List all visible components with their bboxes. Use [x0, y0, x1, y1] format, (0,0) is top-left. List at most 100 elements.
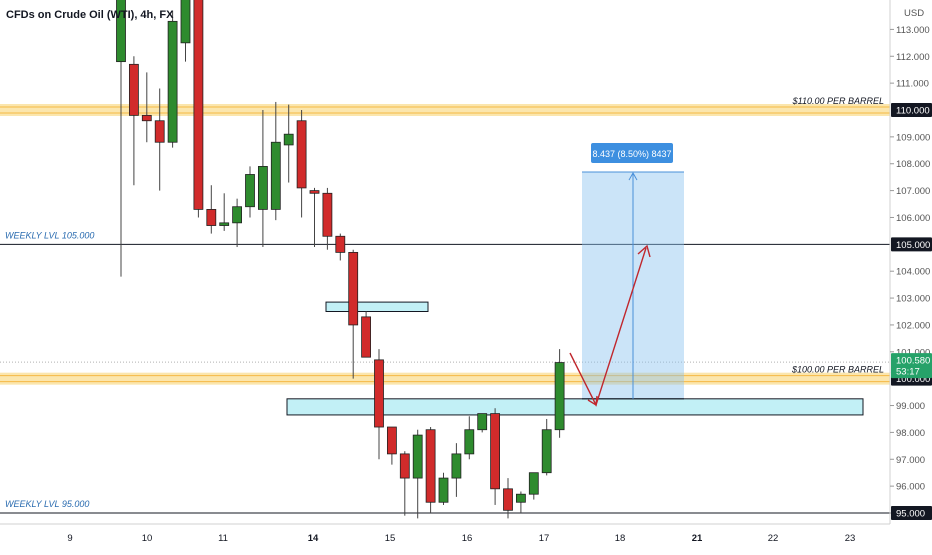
time-tick-label: 11 — [218, 533, 228, 544]
candle — [503, 478, 513, 519]
candle-body — [399, 453, 410, 479]
candle — [206, 185, 217, 234]
candle-body — [348, 251, 359, 326]
candle-body — [477, 413, 488, 431]
candle-body — [219, 222, 230, 226]
level-bands — [0, 104, 890, 514]
candle — [257, 110, 268, 248]
candle-body — [361, 316, 372, 358]
level-label: WEEKLY LVL 95.000 — [5, 499, 89, 509]
level-label: WEEKLY LVL 105.000 — [5, 230, 94, 240]
measure-label-box — [591, 143, 673, 164]
measure-label: 8.437 (8.50%) 8437 — [592, 149, 671, 159]
candle — [245, 166, 255, 218]
measure-tool[interactable]: 8.437 (8.50%) 8437 — [582, 143, 684, 400]
chart-title: CFDs on Crude Oil (WTI), 4h, FX — [6, 9, 174, 21]
candle — [490, 408, 501, 505]
candle — [116, 0, 126, 277]
level-price-tag — [891, 506, 932, 520]
level-band — [0, 372, 890, 385]
candle-body — [245, 174, 255, 208]
candle — [516, 491, 526, 513]
supply-demand-zone — [286, 398, 864, 416]
candle-body — [322, 192, 333, 237]
candle-body — [528, 472, 539, 495]
candle — [141, 72, 152, 143]
candle-body — [283, 133, 294, 146]
candle — [386, 426, 397, 465]
candle — [154, 88, 165, 191]
price-tick-label: 112.000 — [896, 52, 930, 63]
candle — [128, 56, 139, 186]
candle-body — [374, 359, 384, 428]
candle-body — [128, 63, 139, 116]
candle — [296, 110, 307, 218]
measure-arrow-head — [628, 172, 638, 181]
last-price-badge — [891, 353, 932, 379]
price-axis[interactable]: 95.000 96.000 97.000 98.000 99.000 101.000 102… — [889, 0, 932, 550]
level-price-tag-label: 95.000 — [896, 509, 925, 520]
candle — [477, 413, 488, 433]
level-price-tag — [891, 103, 932, 117]
candle-body — [141, 114, 152, 122]
level-price-tag-label: 110.000 — [896, 106, 930, 117]
time-tick-label: 17 — [539, 533, 550, 544]
candle-body — [335, 235, 346, 253]
candles — [116, 0, 565, 519]
candle-body — [206, 209, 217, 226]
price-tick-label: 99.000 — [896, 401, 925, 412]
time-tick-label: 16 — [462, 533, 473, 544]
candle — [232, 198, 243, 248]
candle-body — [232, 206, 243, 224]
projection-arrows — [569, 244, 651, 407]
price-tick-label: 111.000 — [896, 79, 929, 90]
candle — [399, 451, 410, 516]
candle — [528, 472, 539, 500]
price-tick-label: 109.000 — [896, 132, 930, 143]
time-tick-label: 22 — [768, 533, 779, 544]
price-tick-label: 113.000 — [896, 25, 930, 36]
projection-arrowhead-1 — [587, 395, 598, 407]
time-tick-label: 18 — [615, 533, 626, 544]
candle — [283, 104, 294, 183]
time-axis[interactable]: 9 10 11 14 15 16 17 18 21 22 23 — [0, 523, 932, 550]
time-tick-label: 15 — [385, 533, 396, 544]
candle-body — [193, 0, 204, 210]
time-tick-label: 23 — [845, 533, 856, 544]
candle-body — [464, 429, 475, 455]
time-tick-label: 21 — [692, 533, 703, 544]
price-tick-label: 106.000 — [896, 213, 930, 224]
currency-label: USD — [904, 8, 924, 19]
candle-body — [412, 434, 423, 479]
level-price-tag — [891, 237, 932, 252]
candle — [412, 429, 423, 519]
candle-body — [309, 190, 320, 194]
time-axis-bg — [0, 524, 932, 550]
candle-body — [425, 429, 436, 503]
price-tick-label: 96.000 — [896, 482, 925, 493]
countdown-label: 53:17 — [896, 367, 920, 378]
candle — [193, 0, 204, 218]
candle — [464, 416, 475, 460]
candle-body — [270, 141, 281, 210]
candle — [361, 311, 372, 358]
candle-body — [154, 120, 165, 143]
candle — [541, 418, 552, 476]
candle-body — [541, 429, 552, 474]
time-tick-label: 9 — [67, 533, 72, 544]
price-tick-label: 108.000 — [896, 159, 930, 170]
candle-body — [386, 426, 397, 455]
zones — [286, 301, 864, 416]
price-tick-label: 102.000 — [896, 320, 930, 331]
candle-body — [516, 493, 526, 503]
level-labels: $110.00 PER BARREL WEEKLY LVL 105.000 $100… — [5, 96, 884, 509]
price-axis-bg — [890, 0, 932, 550]
candle — [374, 349, 384, 460]
last-price-label: 100.580 — [896, 356, 930, 367]
candle — [309, 187, 320, 248]
candle-body — [490, 413, 501, 490]
price-tick-label: 107.000 — [896, 186, 930, 197]
